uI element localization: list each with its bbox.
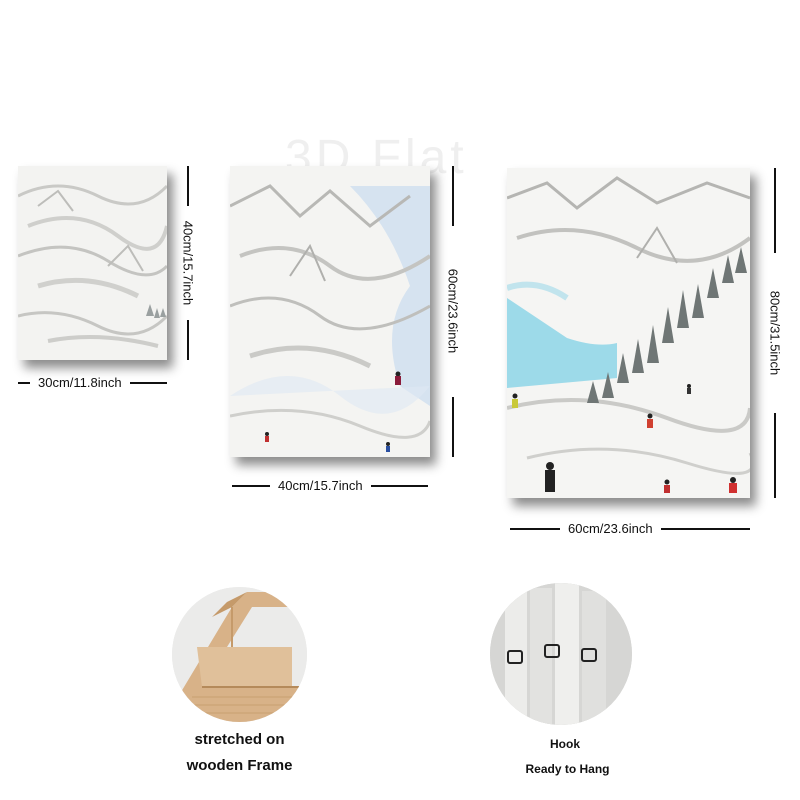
- width-dimension-large: 60cm/23.6inch: [510, 521, 750, 536]
- frame-caption-line2: wooden Frame: [186, 757, 293, 774]
- hook-illustration: [490, 583, 632, 725]
- width-dimension-medium: 40cm/15.7inch: [232, 478, 428, 493]
- height-label-small: 40cm/15.7inch: [180, 220, 196, 306]
- width-label-large: 60cm/23.6inch: [568, 521, 653, 536]
- canvas-small: [18, 166, 167, 360]
- canvas-medium: [230, 166, 430, 457]
- hook-photo: [490, 583, 632, 725]
- snow-texture-small: [18, 166, 167, 360]
- height-dimension-medium: 60cm/23.6inch: [443, 166, 463, 457]
- pine-trees-large: [587, 247, 747, 403]
- height-label-large: 80cm/31.5inch: [767, 290, 783, 376]
- width-label-medium: 40cm/15.7inch: [278, 478, 363, 493]
- hook-caption-line1: Hook: [550, 737, 580, 751]
- wooden-frame-illustration: [172, 587, 307, 722]
- wooden-frame-photo: [172, 587, 307, 722]
- canvas-large: [507, 168, 750, 498]
- snow-texture-large: [507, 168, 750, 498]
- height-dimension-small: 40cm/15.7inch: [178, 166, 198, 360]
- frame-caption-line1: stretched on: [194, 731, 285, 748]
- snow-texture-medium: [230, 166, 430, 457]
- width-label-small: 30cm/11.8inch: [38, 375, 122, 390]
- hook-caption-line2: Ready to Hang: [525, 762, 610, 776]
- hook-icon: [507, 650, 523, 664]
- height-label-medium: 60cm/23.6inch: [445, 268, 461, 354]
- height-dimension-large: 80cm/31.5inch: [765, 168, 785, 498]
- width-dimension-small: 30cm/11.8inch: [18, 375, 167, 390]
- skier-figures-medium: [265, 371, 401, 452]
- skier-figures-large: [512, 384, 737, 493]
